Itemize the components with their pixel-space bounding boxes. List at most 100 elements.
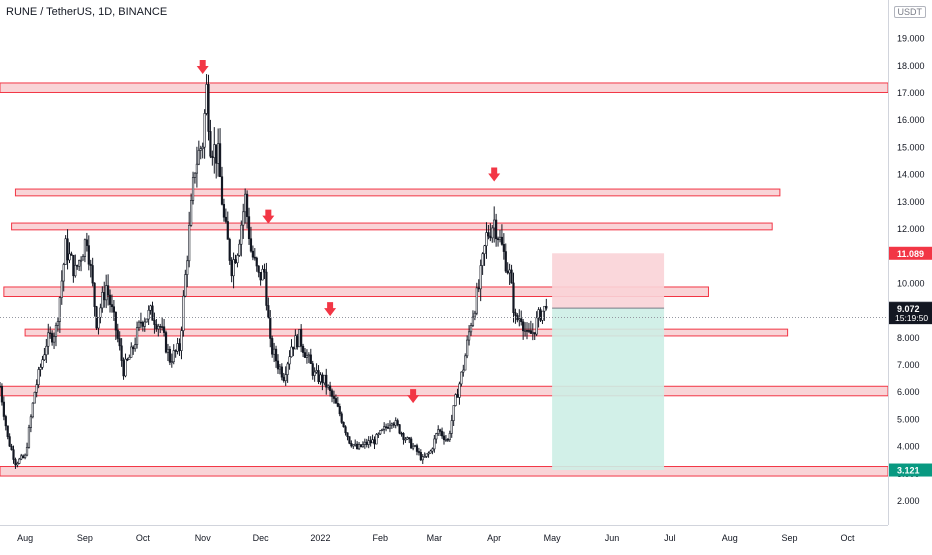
candle-body bbox=[66, 238, 69, 261]
candle-body bbox=[10, 445, 13, 451]
candle-body bbox=[383, 426, 386, 430]
candle-body bbox=[491, 227, 494, 239]
candle-body bbox=[182, 295, 185, 331]
candle-body bbox=[437, 429, 440, 434]
candle-body bbox=[255, 257, 258, 267]
currency-badge[interactable]: USDT bbox=[893, 6, 926, 18]
candle-body bbox=[386, 427, 390, 429]
candle-body bbox=[78, 260, 81, 267]
candle-body bbox=[107, 285, 110, 296]
candle-body bbox=[60, 280, 63, 298]
candle-body bbox=[4, 416, 7, 427]
candle-body bbox=[49, 332, 52, 335]
candle-body bbox=[330, 390, 334, 397]
candle-body bbox=[309, 354, 312, 364]
candle-body bbox=[180, 330, 183, 351]
candle-body bbox=[456, 394, 459, 398]
candle-body bbox=[76, 264, 79, 267]
candle-body bbox=[379, 430, 382, 435]
candle-body bbox=[471, 316, 475, 326]
candle-body bbox=[64, 238, 67, 265]
candle-body bbox=[108, 294, 112, 305]
candle-body bbox=[495, 219, 498, 240]
candle-body bbox=[103, 292, 106, 301]
candle-body bbox=[47, 332, 50, 347]
candle-body bbox=[178, 343, 181, 351]
candle-body bbox=[311, 363, 314, 376]
arrow-layer bbox=[196, 60, 501, 404]
candle-body bbox=[8, 436, 11, 447]
candle-body bbox=[493, 219, 496, 229]
candle-body bbox=[317, 370, 320, 383]
candle-body bbox=[313, 371, 316, 376]
candle-body bbox=[294, 335, 297, 350]
candle-body bbox=[68, 253, 71, 261]
candle-body bbox=[54, 324, 58, 337]
time-tick-label: Feb bbox=[373, 533, 389, 543]
candle-body bbox=[496, 238, 500, 241]
candle-body bbox=[415, 445, 419, 452]
candle-body bbox=[388, 424, 392, 429]
candle-body bbox=[207, 84, 210, 132]
candle-body bbox=[419, 452, 422, 461]
candle-body bbox=[367, 440, 370, 445]
take-profit-zone bbox=[552, 308, 665, 471]
candle-body bbox=[340, 413, 343, 423]
candle-body bbox=[485, 232, 488, 247]
candle-body bbox=[467, 331, 471, 341]
candle-body bbox=[145, 318, 148, 323]
candle-body bbox=[23, 454, 27, 459]
down-arrow-marker bbox=[262, 209, 275, 224]
candle-body bbox=[433, 438, 436, 450]
position-layer bbox=[552, 253, 665, 471]
candle-body bbox=[466, 339, 469, 357]
candle-body bbox=[282, 376, 285, 381]
candle-body bbox=[537, 309, 540, 319]
candle-body bbox=[512, 282, 515, 314]
candle-body bbox=[350, 443, 353, 447]
candle-body bbox=[439, 429, 442, 432]
price-label: 3.121 bbox=[897, 466, 920, 476]
time-tick-label: Jul bbox=[664, 533, 676, 543]
candle-body bbox=[247, 216, 251, 239]
candle-body bbox=[481, 253, 484, 266]
candle-body bbox=[155, 324, 158, 330]
candle-body bbox=[33, 391, 36, 404]
candle-body bbox=[523, 330, 527, 332]
candle-body bbox=[218, 143, 222, 178]
down-arrow-marker bbox=[324, 302, 337, 317]
candle-body bbox=[273, 348, 276, 355]
price-tick-label: 8.000 bbox=[897, 333, 920, 343]
price-tick-label: 19.000 bbox=[897, 34, 925, 44]
candle-body bbox=[126, 358, 129, 361]
candle-body bbox=[242, 211, 245, 226]
candle-body bbox=[477, 287, 480, 290]
candle-body bbox=[193, 172, 197, 178]
time-tick-label: Sep bbox=[782, 533, 798, 543]
candle-body bbox=[105, 285, 108, 301]
candle-body bbox=[240, 224, 243, 245]
price-tick-label: 15.000 bbox=[897, 142, 925, 152]
candle-body bbox=[83, 239, 87, 257]
candle-body bbox=[141, 322, 144, 327]
time-tick-label: Aug bbox=[17, 533, 33, 543]
candle-layer bbox=[0, 74, 548, 469]
candle-body bbox=[130, 346, 133, 358]
candle-body bbox=[417, 451, 421, 453]
candle-body bbox=[510, 269, 513, 284]
candle-body bbox=[346, 432, 349, 437]
candle-body bbox=[120, 345, 123, 361]
candle-body bbox=[45, 345, 48, 356]
candle-body bbox=[539, 309, 542, 321]
candle-body bbox=[51, 333, 54, 343]
candle-body bbox=[74, 264, 77, 277]
candle-body bbox=[276, 360, 280, 370]
time-axis[interactable]: Aug Sep Oct Nov Dec 2022 Feb Mar Apr May Jun Jul Aug… bbox=[17, 533, 855, 543]
candle-body bbox=[375, 434, 378, 445]
candle-body bbox=[139, 321, 143, 324]
candle-body bbox=[0, 385, 2, 388]
resistance-zone bbox=[0, 466, 889, 477]
